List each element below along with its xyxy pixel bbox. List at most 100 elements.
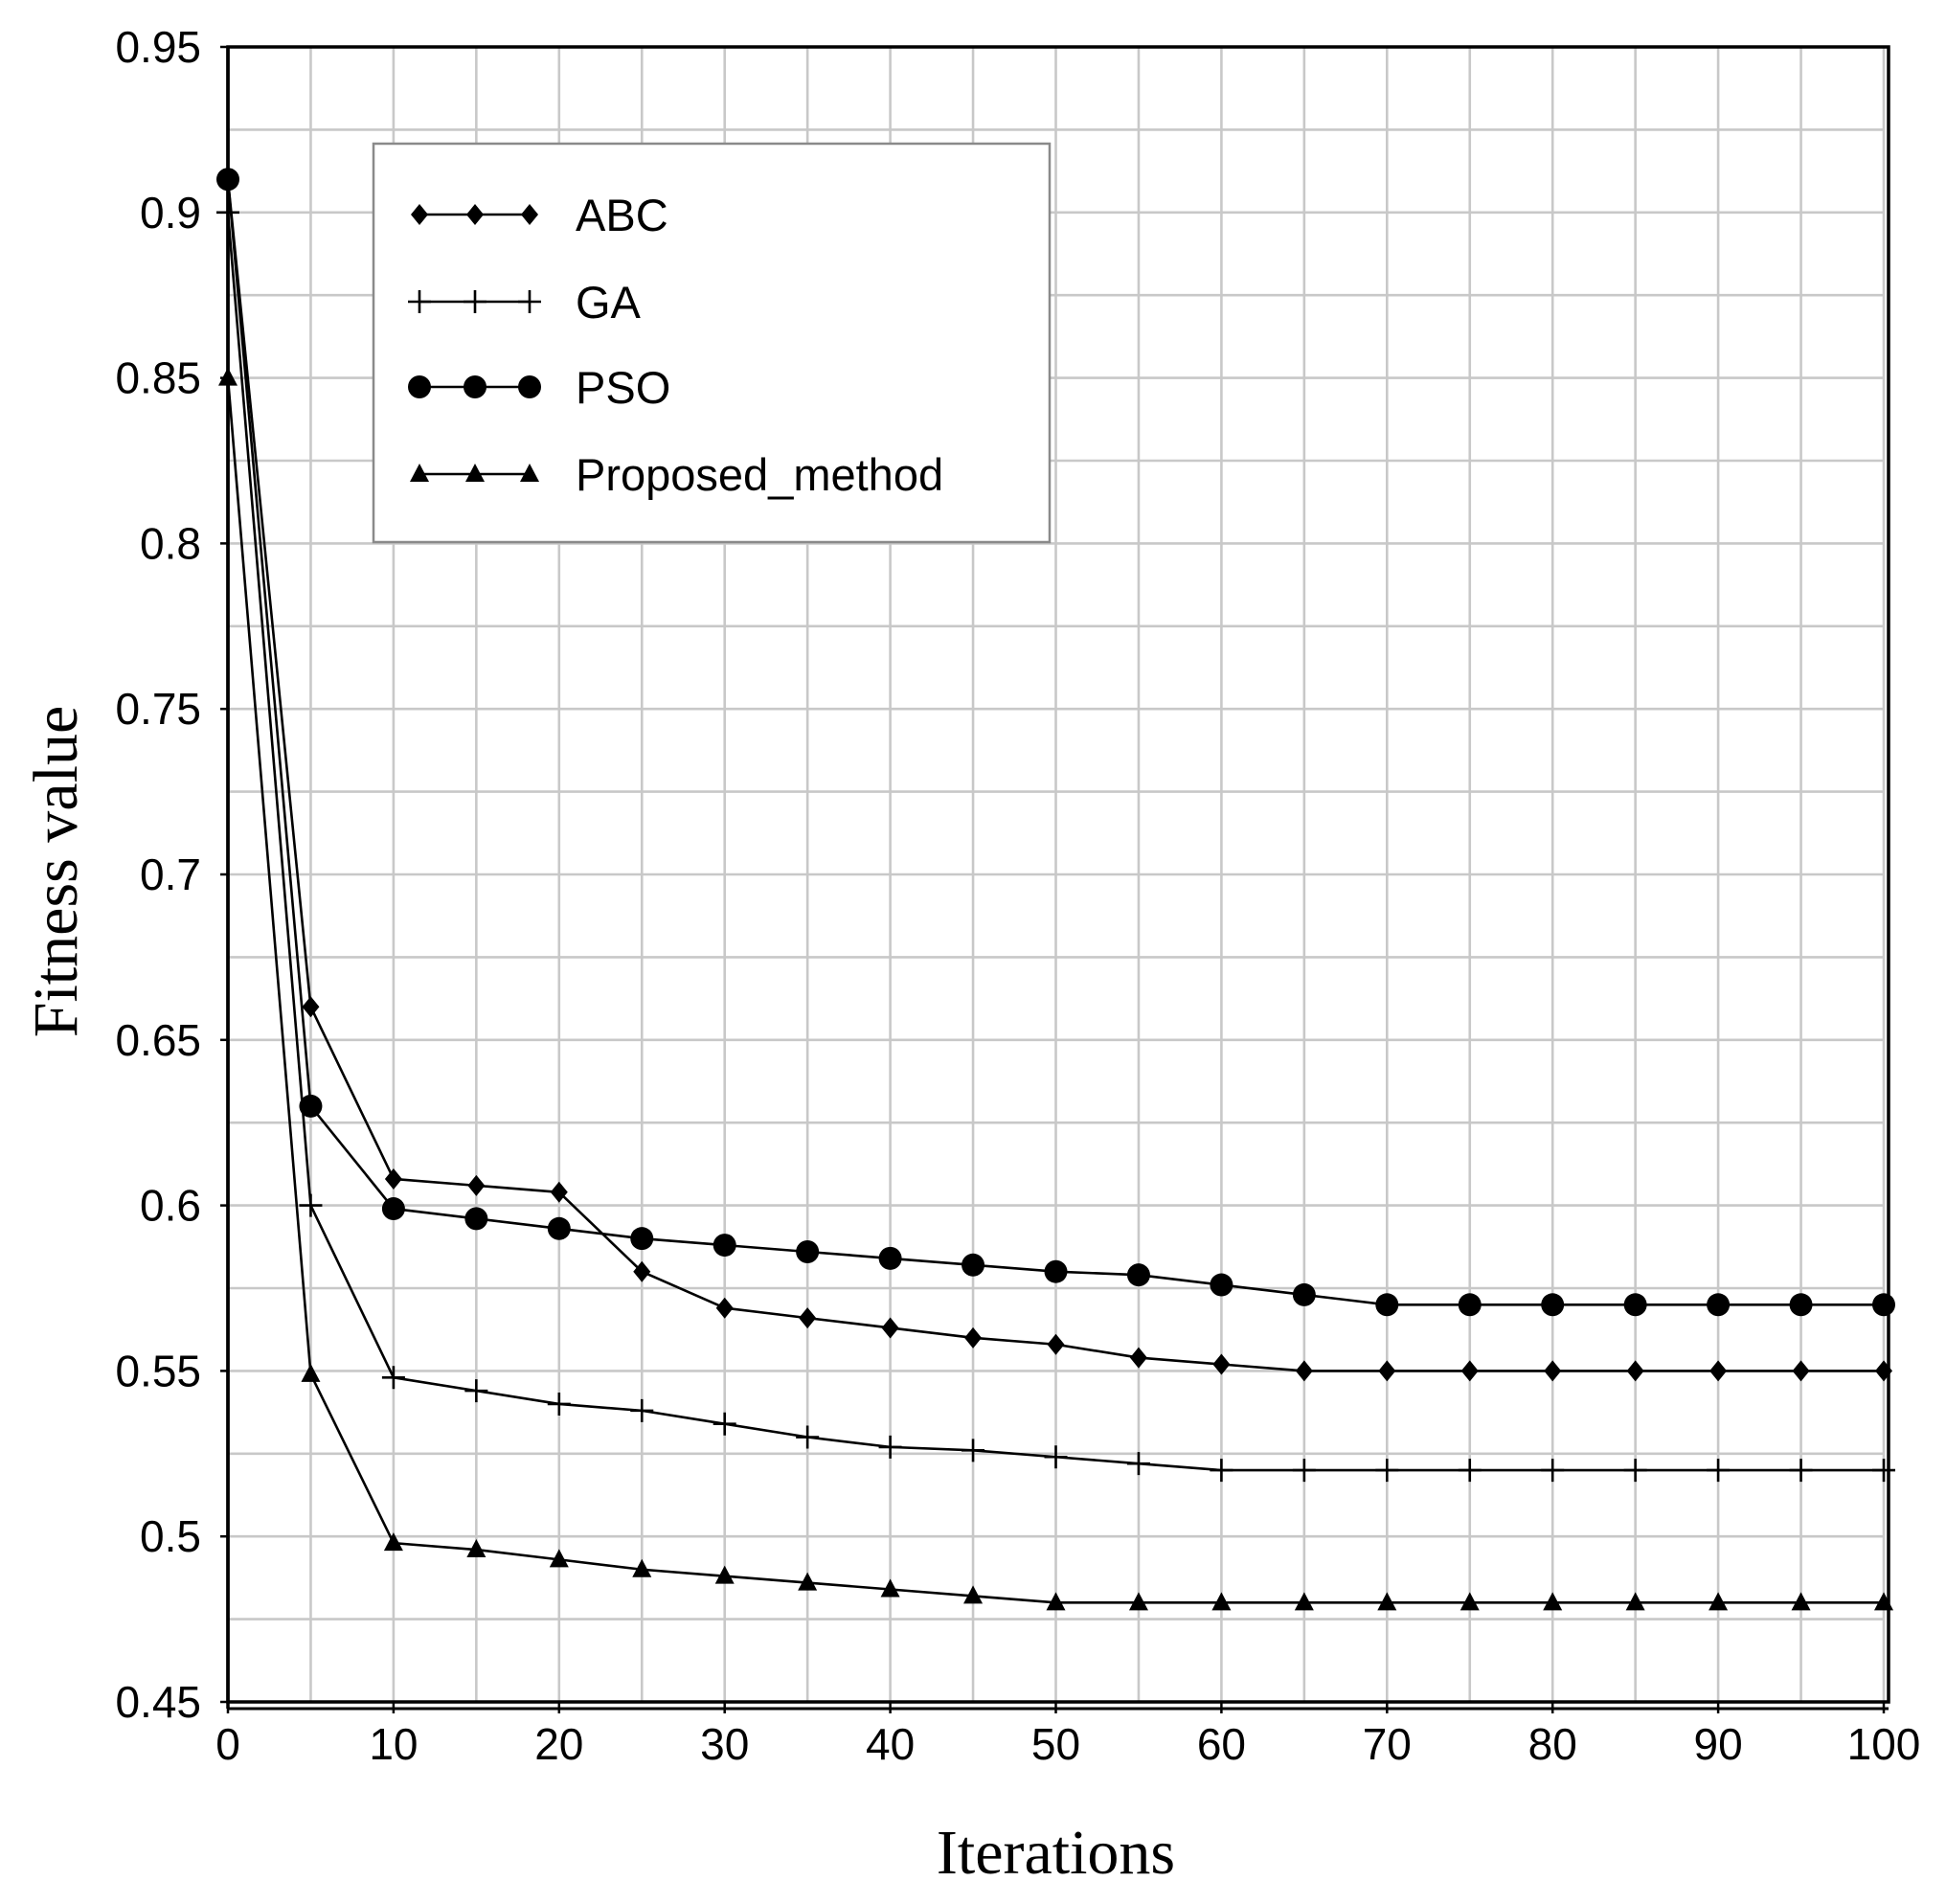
data-point-proposed-method (1791, 1592, 1811, 1611)
data-point-abc (1544, 1360, 1562, 1382)
data-point-abc (1626, 1360, 1644, 1382)
data-point-pso (1623, 1293, 1647, 1317)
data-point-proposed-method (1874, 1592, 1893, 1611)
data-point-ga (713, 1412, 736, 1436)
legend-label-ga: GA (576, 277, 642, 328)
data-point-proposed-method (963, 1585, 984, 1604)
x-tick-label: 60 (1197, 1719, 1246, 1769)
data-point-abc (1378, 1360, 1396, 1382)
data-point-proposed-method (1128, 1592, 1148, 1611)
data-point-proposed-method (1543, 1592, 1563, 1611)
legend-marker-abc (411, 204, 428, 225)
data-point-ga (1292, 1459, 1316, 1483)
data-point-proposed-method (1377, 1592, 1397, 1611)
x-tick-label: 70 (1363, 1719, 1412, 1769)
data-point-pso (878, 1246, 902, 1270)
legend-marker-proposed-method (520, 464, 539, 482)
x-axis-ticks: 0 10 20 30 40 50 60 70 80 90 100 (215, 1702, 1920, 1769)
legend-marker-pso (518, 375, 541, 398)
y-tick-label: 0.6 (140, 1181, 201, 1231)
data-point-ga (962, 1439, 985, 1462)
data-point-ga (630, 1398, 654, 1422)
data-point-abc (715, 1297, 734, 1319)
data-point-abc (633, 1260, 651, 1282)
y-tick-label: 0.7 (140, 850, 201, 899)
data-point-pso (1707, 1293, 1731, 1317)
legend-entry-abc: ABC (411, 190, 668, 240)
data-point-abc (1212, 1353, 1231, 1375)
y-tick-label: 0.95 (115, 22, 201, 72)
y-tick-label: 0.8 (140, 518, 201, 568)
data-point-abc (384, 1167, 402, 1190)
data-point-abc (302, 996, 320, 1018)
data-point-ga (1458, 1459, 1482, 1483)
data-point-proposed-method (632, 1558, 652, 1577)
data-point-pso (216, 168, 239, 192)
x-tick-label: 100 (1847, 1719, 1921, 1769)
legend-entry-ga: GA (408, 277, 642, 328)
data-point-abc (467, 1174, 486, 1196)
data-point-ga (1872, 1459, 1895, 1483)
data-point-pso (381, 1197, 405, 1221)
y-tick-label: 0.9 (140, 188, 201, 238)
x-tick-label: 20 (534, 1719, 583, 1769)
x-tick-label: 0 (215, 1719, 240, 1769)
data-point-pso (464, 1207, 488, 1231)
data-point-proposed-method (1211, 1592, 1232, 1611)
data-point-ga (1044, 1445, 1068, 1469)
legend-label-proposed-method: Proposed_method (576, 449, 943, 500)
data-point-ga (216, 200, 239, 224)
legend-marker-abc (521, 204, 538, 225)
legend: ABC GA PSO Proposed_method (372, 142, 1052, 544)
data-point-abc (1875, 1360, 1892, 1382)
data-point-pso (1044, 1259, 1068, 1283)
series-pso (216, 168, 1895, 1317)
legend-marker-proposed-method (410, 464, 429, 482)
data-point-abc (1047, 1333, 1065, 1355)
data-point-pso (962, 1253, 985, 1277)
data-point-proposed-method (549, 1549, 569, 1568)
data-point-pso (1541, 1293, 1565, 1317)
y-tick-label: 0.85 (115, 353, 201, 403)
data-point-ga (796, 1425, 820, 1449)
data-point-pso (1789, 1293, 1813, 1317)
data-point-pso (299, 1094, 323, 1118)
data-point-ga (547, 1392, 571, 1416)
data-point-ga (1541, 1459, 1565, 1483)
data-point-proposed-method (798, 1572, 818, 1591)
legend-entry-proposed-method: Proposed_method (410, 449, 943, 500)
data-point-pso (1210, 1273, 1233, 1297)
data-point-pso (547, 1216, 571, 1240)
data-point-abc (1792, 1360, 1810, 1382)
data-point-ga (1126, 1452, 1150, 1476)
data-point-proposed-method (1046, 1592, 1066, 1611)
data-point-ga (1210, 1459, 1233, 1483)
y-tick-label: 0.65 (115, 1015, 201, 1065)
data-point-abc (550, 1181, 568, 1203)
data-point-pso (713, 1234, 736, 1258)
legend-marker-abc (466, 204, 484, 225)
data-point-ga (381, 1366, 405, 1390)
data-point-abc (799, 1307, 817, 1329)
data-point-abc (881, 1317, 899, 1339)
data-point-abc (1129, 1347, 1147, 1369)
data-point-abc (1709, 1360, 1728, 1382)
data-point-proposed-method (1294, 1592, 1314, 1611)
data-point-pso (1126, 1263, 1150, 1287)
legend-marker-ga (518, 290, 541, 313)
data-point-proposed-method (1708, 1592, 1729, 1611)
data-point-ga (1789, 1459, 1813, 1483)
legend-marker-ga (464, 290, 486, 313)
data-point-ga (878, 1435, 902, 1459)
data-point-pso (796, 1239, 820, 1263)
data-point-ga (299, 1193, 323, 1217)
data-point-pso (1458, 1293, 1482, 1317)
data-point-proposed-method (466, 1539, 486, 1558)
data-point-ga (1375, 1459, 1399, 1483)
data-point-proposed-method (383, 1532, 403, 1552)
data-point-proposed-method (1625, 1592, 1645, 1611)
y-tick-label: 0.75 (115, 684, 201, 734)
x-tick-label: 50 (1031, 1719, 1080, 1769)
